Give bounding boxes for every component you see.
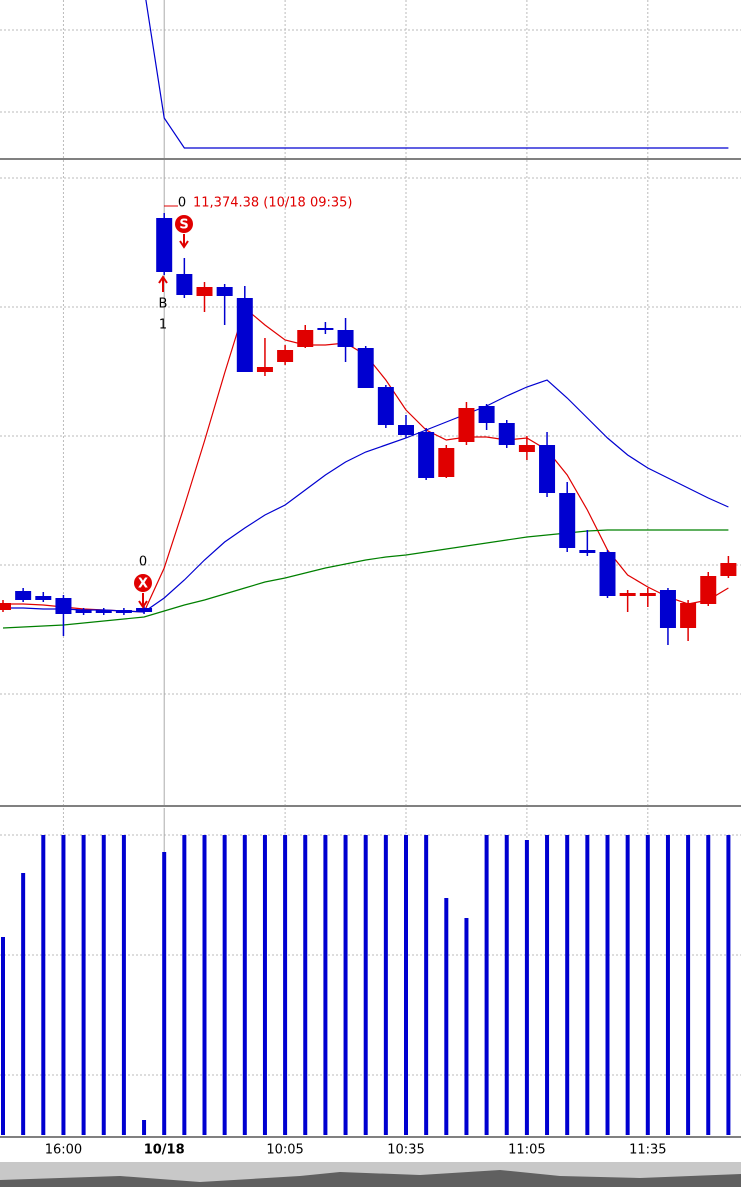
volume-bar (162, 852, 167, 1135)
candle-body (75, 610, 92, 613)
volume-bar (706, 835, 711, 1135)
candle-body (619, 593, 636, 596)
candle-body (216, 287, 233, 296)
candle-body (478, 406, 495, 423)
x-tick-label: 10/18 (144, 1143, 185, 1158)
volume-bar (222, 835, 227, 1135)
volume-bar (262, 835, 267, 1135)
candle-body (176, 274, 193, 295)
signal-label: 0 (139, 555, 147, 570)
x-tick-label: 16:00 (45, 1143, 82, 1158)
candle-body (680, 603, 697, 628)
candle-body (156, 218, 173, 272)
candle-body (659, 590, 676, 628)
signal-arrow (138, 593, 148, 609)
volume-bar (363, 835, 368, 1135)
volume-bar (625, 835, 630, 1135)
volume-bar (565, 835, 570, 1135)
volume-bar (283, 835, 288, 1135)
volume-bar (545, 835, 550, 1135)
candle-body (55, 598, 72, 614)
candle-body (639, 593, 656, 596)
volume-bar (1, 937, 5, 1135)
candle-body (377, 387, 394, 425)
volume-bar (645, 835, 650, 1135)
volume-bar (686, 835, 691, 1135)
candle-body (317, 328, 334, 330)
candle-body (0, 603, 11, 610)
volume-bar (504, 835, 509, 1135)
candle-body (136, 608, 153, 612)
candle-body (539, 445, 556, 493)
volume-bar (343, 835, 348, 1135)
candle-body (720, 563, 737, 576)
x-tick-label: 10:35 (387, 1143, 424, 1158)
candle-body (398, 425, 414, 435)
candle-body (277, 350, 294, 362)
volume-bar (242, 835, 247, 1135)
volume-bar (484, 835, 489, 1135)
candle-body (196, 287, 213, 296)
candle-body (599, 552, 616, 596)
x-tick-label: 11:35 (629, 1143, 666, 1158)
volume-bar (444, 898, 449, 1135)
candle-body (458, 408, 475, 442)
signal-marker (175, 215, 193, 233)
series-line (145, 0, 729, 149)
volume-bar (61, 835, 66, 1135)
signal-label: X (138, 577, 148, 592)
candle-body (418, 432, 435, 478)
volume-bar (182, 835, 187, 1135)
volume-bar (323, 835, 328, 1135)
candle-body (438, 448, 455, 477)
candle-body (256, 367, 273, 372)
x-tick-label: 10:05 (266, 1143, 303, 1158)
volume-bar (464, 918, 469, 1135)
volume-bar (202, 835, 207, 1135)
candle-body (115, 610, 132, 613)
volume-bar (142, 1120, 147, 1135)
signal-label: 1 (159, 318, 167, 333)
candle-body (95, 610, 112, 613)
volume-bar (101, 835, 106, 1135)
signal-arrow (158, 275, 168, 292)
volume-bar (383, 835, 388, 1135)
volume-bar (524, 840, 529, 1135)
annotation: 0 (178, 196, 186, 211)
candle-body (337, 330, 354, 347)
volume-bar (21, 873, 26, 1135)
volume-bar (121, 835, 126, 1135)
candle-body (700, 576, 717, 604)
x-tick-label: 11:05 (508, 1143, 545, 1158)
candle-body (559, 493, 576, 548)
candle-body (498, 423, 515, 445)
candle-body (15, 591, 32, 600)
candle-body (357, 348, 374, 388)
signal-arrow (179, 234, 189, 249)
volume-bar (404, 835, 408, 1135)
annotation: 11,374.38 (10/18 09:35) (193, 196, 353, 211)
signal-marker (134, 574, 152, 592)
candle-body (297, 330, 314, 347)
volume-bar (726, 835, 731, 1135)
series-line (2, 529, 729, 629)
volume-bar (585, 835, 590, 1135)
navigator-silhouette (0, 1170, 741, 1187)
candle-body (236, 298, 253, 372)
volume-bar (303, 835, 308, 1135)
volume-bar (605, 835, 610, 1135)
volume-bar (665, 835, 670, 1135)
volume-bar (41, 835, 46, 1135)
signal-label: S (179, 218, 188, 233)
signal-label: B (159, 297, 168, 312)
volume-bar (424, 835, 429, 1135)
candle-body (579, 550, 596, 553)
candle-body (35, 596, 52, 600)
candle-body (518, 445, 535, 452)
volume-bar (81, 835, 86, 1135)
